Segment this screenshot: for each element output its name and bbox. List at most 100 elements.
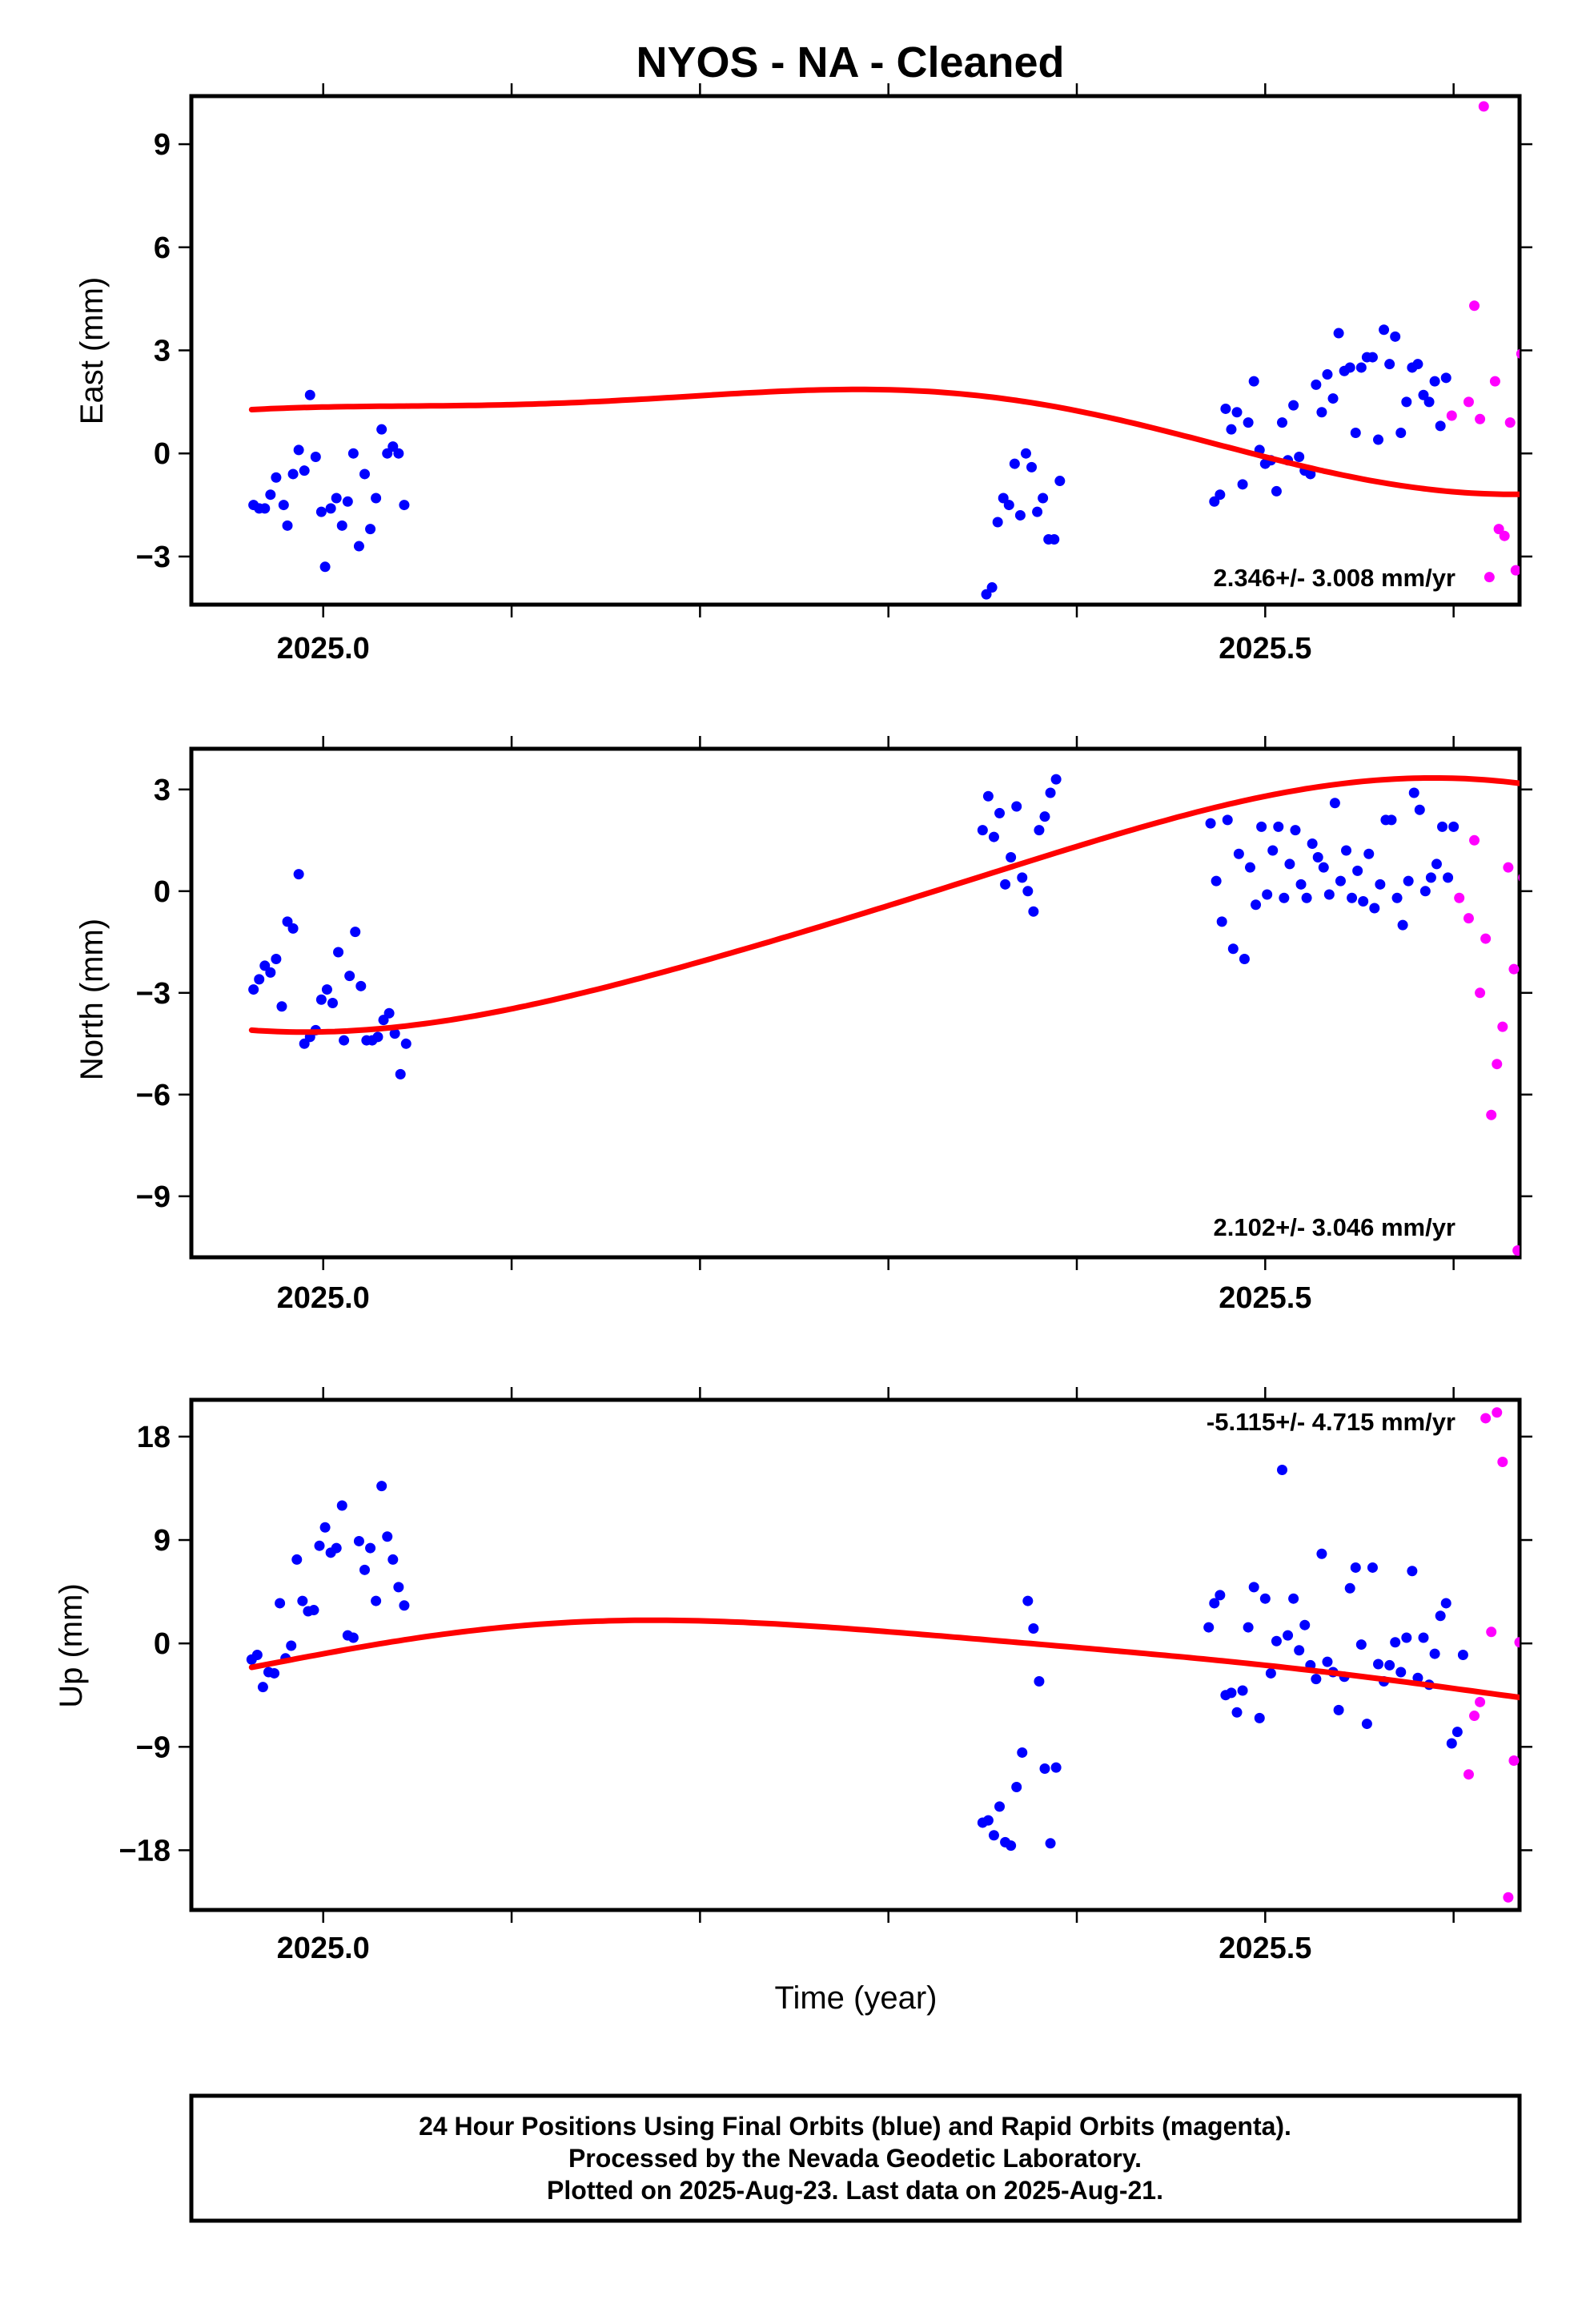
rapid-orbit-point — [1475, 413, 1486, 424]
final-orbit-point — [1443, 872, 1454, 883]
final-orbit-point — [333, 947, 344, 958]
final-orbit-point — [1222, 814, 1233, 826]
final-orbit-point — [1045, 787, 1056, 798]
rapid-orbit-point — [1497, 1021, 1508, 1032]
final-orbit-point — [1243, 1622, 1254, 1633]
x-tick-label: 2025.0 — [277, 1281, 370, 1315]
final-orbit-point — [359, 468, 370, 480]
y-tick-label: 3 — [154, 335, 171, 368]
final-orbit-point — [1363, 848, 1375, 859]
rapid-orbit-point — [1446, 410, 1457, 421]
y-axis-label-north: North (mm) — [74, 919, 110, 1080]
final-orbit-point — [1006, 1840, 1017, 1852]
final-orbit-point — [342, 496, 353, 507]
y-tick-label: 0 — [154, 875, 171, 909]
final-orbit-point — [1203, 1622, 1215, 1633]
final-orbit-point — [1262, 889, 1273, 900]
final-orbit-point — [1397, 919, 1408, 931]
caption-line-1: 24 Hour Positions Using Final Orbits (bl… — [419, 2112, 1291, 2141]
final-orbit-point — [1457, 1650, 1468, 1660]
final-orbit-point — [365, 1542, 376, 1554]
final-orbit-point — [1000, 879, 1011, 890]
final-orbit-point — [1215, 1590, 1226, 1601]
rapid-orbit-point — [1524, 937, 1534, 947]
rapid-orbit-point — [1512, 1245, 1520, 1256]
final-orbit-point — [1311, 379, 1322, 390]
final-orbit-point — [1403, 875, 1414, 887]
final-orbit-point — [1401, 396, 1412, 408]
final-orbit-point — [304, 389, 315, 400]
final-orbit-point — [1034, 825, 1045, 836]
final-orbit-point — [347, 448, 359, 459]
final-orbit-point — [257, 1682, 268, 1693]
fit-curve-north — [248, 775, 1520, 1035]
final-orbit-point — [400, 1038, 412, 1049]
final-orbit-point — [269, 1667, 280, 1679]
rapid-orbit-point — [1532, 1713, 1542, 1723]
final-orbit-point — [1418, 1632, 1429, 1643]
final-orbit-point — [286, 1640, 297, 1651]
final-orbit-point — [1386, 814, 1397, 826]
y-tick-label: −6 — [136, 1079, 171, 1112]
final-orbit-point — [1288, 400, 1299, 411]
final-orbit-point — [1211, 875, 1222, 887]
final-orbit-point — [1318, 862, 1329, 873]
final-orbit-point — [371, 1595, 382, 1606]
rate-label-up: -5.115+/- 4.715 mm/yr — [1207, 1408, 1456, 1436]
y-tick-label: 0 — [154, 437, 171, 471]
final-orbit-point — [336, 1500, 347, 1511]
final-orbit-point — [376, 424, 387, 435]
x-tick-label: 2025.5 — [1219, 1932, 1311, 1965]
rapid-orbit-point — [1463, 1769, 1474, 1780]
final-orbit-point — [1038, 493, 1049, 504]
y-tick-label: 6 — [154, 231, 171, 265]
x-tick-label: 2025.0 — [277, 632, 370, 665]
final-orbit-point — [1452, 1727, 1463, 1738]
y-tick-labels-east: −3 0 3 6 9 — [136, 128, 171, 574]
rapid-orbit-point — [1514, 1637, 1520, 1648]
final-orbit-point — [1418, 389, 1429, 400]
final-orbit-point — [1205, 818, 1216, 829]
final-orbit-point — [1333, 1704, 1344, 1715]
final-orbit-point — [1401, 1632, 1412, 1643]
rapid-orbit-point — [1510, 565, 1520, 576]
final-orbit-point — [350, 927, 361, 938]
final-orbit-point — [393, 1582, 404, 1593]
x-tick-labels-east: 2025.0 2025.5 — [277, 632, 1312, 665]
final-orbit-point — [1034, 1675, 1045, 1687]
rapid-orbit-point — [1503, 862, 1514, 873]
final-orbit-point — [389, 1028, 400, 1039]
x-tick-labels-up: 2025.0 2025.5 — [277, 1932, 1312, 1965]
final-orbit-point — [1373, 434, 1384, 445]
final-orbit-point — [344, 971, 355, 982]
final-orbit-point — [1011, 1781, 1022, 1792]
final-orbit-point — [287, 468, 299, 480]
final-orbit-point — [981, 589, 992, 600]
rapid-orbit-point — [1463, 396, 1474, 408]
final-orbit-point — [1312, 851, 1323, 862]
final-orbit-point — [382, 448, 393, 459]
final-orbit-point — [1344, 1582, 1355, 1594]
y-tick-label: −3 — [136, 541, 171, 574]
final-orbit-point — [1322, 1656, 1333, 1667]
final-orbit-point — [1243, 417, 1254, 428]
final-orbit-point — [393, 448, 404, 459]
final-orbit-point — [1350, 427, 1361, 438]
final-orbit-point — [1259, 1593, 1271, 1604]
final-orbit-point — [271, 472, 282, 483]
final-orbit-point — [1301, 892, 1312, 903]
final-orbit-point — [376, 1481, 387, 1492]
rapid-orbit-point — [1478, 101, 1489, 112]
final-orbit-point — [293, 869, 304, 880]
final-orbit-point — [1017, 872, 1028, 883]
y-tick-labels-up: −18 −9 0 9 18 — [119, 1421, 171, 1868]
y-tick-label: 18 — [137, 1421, 171, 1454]
final-orbit-point — [1352, 865, 1363, 876]
plot-frame-north — [189, 746, 1522, 1260]
y-axis-label-up: Up (mm) — [54, 1583, 89, 1708]
final-orbit-point — [353, 541, 364, 552]
final-orbit-point — [1288, 1593, 1299, 1604]
final-orbit-point — [1435, 1610, 1446, 1622]
rapid-orbit-point — [1469, 834, 1480, 846]
final-orbit-point — [1358, 896, 1369, 907]
